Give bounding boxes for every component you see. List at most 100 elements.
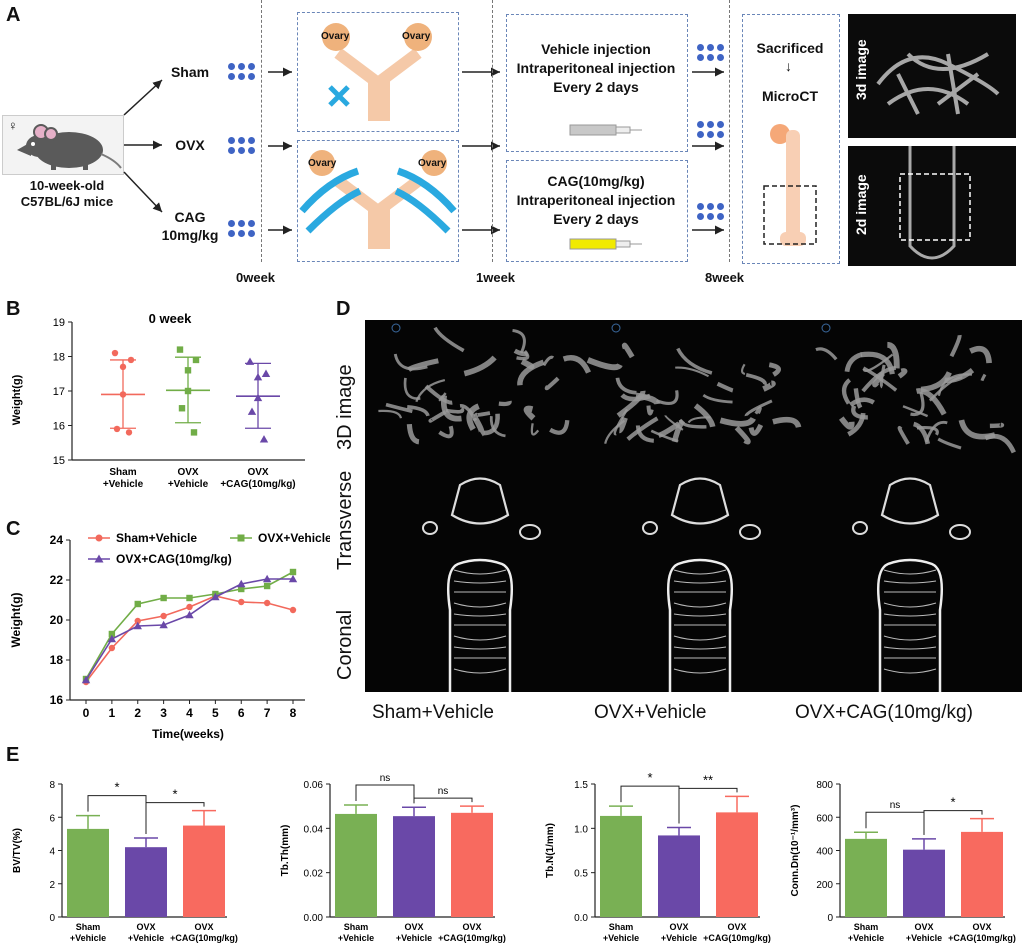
x-tick-label: 7 xyxy=(264,706,271,720)
data-point xyxy=(253,373,263,381)
data-point xyxy=(289,606,297,614)
legend-marker xyxy=(94,554,104,563)
trabecula xyxy=(716,381,734,393)
trabecula xyxy=(433,326,465,353)
trabecula xyxy=(861,365,897,393)
trabecula xyxy=(516,349,530,361)
data-point xyxy=(259,435,269,443)
y-tick-label: 18 xyxy=(50,653,64,667)
trabecula xyxy=(438,425,454,439)
y-tick-label: 22 xyxy=(50,573,64,587)
bar xyxy=(903,849,945,917)
timeline-divider xyxy=(729,0,730,262)
trabecula xyxy=(650,429,679,443)
trabecula xyxy=(378,409,403,419)
legend-label: Sham+Vehicle xyxy=(116,531,197,545)
trabecula xyxy=(393,353,428,371)
trabecula xyxy=(980,373,987,382)
x-tick-label: OVX +Vehicle xyxy=(906,922,942,943)
x-tick-label: OVX +Vehicle xyxy=(396,922,432,943)
group-sham-label: Sham xyxy=(170,64,210,80)
trabecula xyxy=(474,411,491,418)
y-tick-label: 1.5 xyxy=(574,780,588,791)
significance-bracket xyxy=(355,784,415,804)
data-point xyxy=(134,617,141,625)
syringe-vehicle-icon xyxy=(569,124,642,136)
y-tick-label: 800 xyxy=(816,780,833,791)
trabecula xyxy=(883,646,937,650)
significance-label: * xyxy=(647,770,652,785)
ct-2d-thumbnail xyxy=(848,146,1016,266)
x-tick-label: Sham +Vehicle xyxy=(603,922,639,943)
trabecula xyxy=(772,416,802,429)
cag-injection-box xyxy=(506,160,688,262)
y-tick-label: 1.0 xyxy=(574,824,588,835)
y-tick-label: 600 xyxy=(816,813,833,824)
significance-bracket xyxy=(923,810,983,835)
trabecula xyxy=(912,421,931,445)
bar xyxy=(658,835,700,917)
trabecula xyxy=(664,415,684,431)
trabecula xyxy=(530,423,540,436)
scanner-logo-icon xyxy=(821,323,831,333)
trabecula xyxy=(883,580,937,584)
col-label-sham: Sham+Vehicle xyxy=(372,702,494,723)
x-tick-label: OVX +CAG(10mg/kg) xyxy=(220,467,295,490)
data-point xyxy=(211,592,220,601)
trabecula xyxy=(385,402,413,414)
vehicle-injection-box xyxy=(506,14,688,152)
trabecula xyxy=(428,410,447,423)
trabecula xyxy=(897,425,910,445)
data-point xyxy=(288,574,298,583)
trabecula xyxy=(915,388,947,416)
trabecula xyxy=(883,635,937,641)
chart-e4: 0 200 400 600 800 Conn.Dn(10⁻¹/mm³) Sham +Vehic… xyxy=(790,780,1016,943)
cag-injection-text: CAG(10mg/kg) Intraperitoneal injection E… xyxy=(516,173,676,227)
mice-dots-cag-8w xyxy=(697,203,724,220)
trabecula xyxy=(453,569,507,575)
bar xyxy=(183,825,225,917)
scanner-logo-icon xyxy=(391,323,401,333)
y-tick-label: 0.02 xyxy=(304,869,324,880)
ovary-label-left: Ovary xyxy=(308,158,337,169)
y-tick-label: 0.5 xyxy=(574,869,588,880)
data-point xyxy=(176,346,184,353)
week-8-label: 8week xyxy=(705,270,745,285)
mouse-box xyxy=(2,115,124,175)
chart-c: Weight(g) Time(weeks) 16 18 20 22 24 0 1 2 3 4 5 6 7… xyxy=(9,531,330,741)
x-tick-label: 8 xyxy=(290,706,297,720)
data-point xyxy=(119,391,127,398)
data-point xyxy=(108,644,116,652)
significance-label: ns xyxy=(890,800,901,811)
bar xyxy=(845,838,887,917)
y-tick-label: 0.06 xyxy=(304,780,324,791)
x-tick-label: OVX +CAG(10mg/kg) xyxy=(948,922,1016,943)
trabecula xyxy=(989,422,1005,429)
week-1-label: 1week xyxy=(476,270,516,285)
trabecula xyxy=(673,602,727,608)
trabecula xyxy=(920,371,952,393)
x-tick-label: 2 xyxy=(134,706,141,720)
y-tick-label: 16 xyxy=(53,421,65,433)
trabecula xyxy=(815,347,838,361)
y-tick-label: 20 xyxy=(50,613,64,627)
trabecula xyxy=(512,329,526,354)
trabecula xyxy=(762,380,776,392)
ovary-label-left: Ovary xyxy=(321,31,350,42)
data-point xyxy=(127,356,135,364)
mice-dots-sham-8w xyxy=(697,44,724,61)
trabecula xyxy=(403,377,421,400)
trabecula xyxy=(424,384,453,405)
trabecula xyxy=(844,352,863,373)
x-tick-label: 3 xyxy=(160,706,167,720)
data-point xyxy=(119,363,127,371)
trabecula xyxy=(702,393,733,404)
data-point xyxy=(108,630,116,638)
trabecula xyxy=(542,355,555,367)
trabecula xyxy=(745,372,767,386)
trabecula xyxy=(657,421,681,438)
mouse-illustration xyxy=(17,124,122,170)
trabecula xyxy=(655,390,679,405)
x-tick-label: 5 xyxy=(212,706,219,720)
trabecula xyxy=(897,368,908,379)
